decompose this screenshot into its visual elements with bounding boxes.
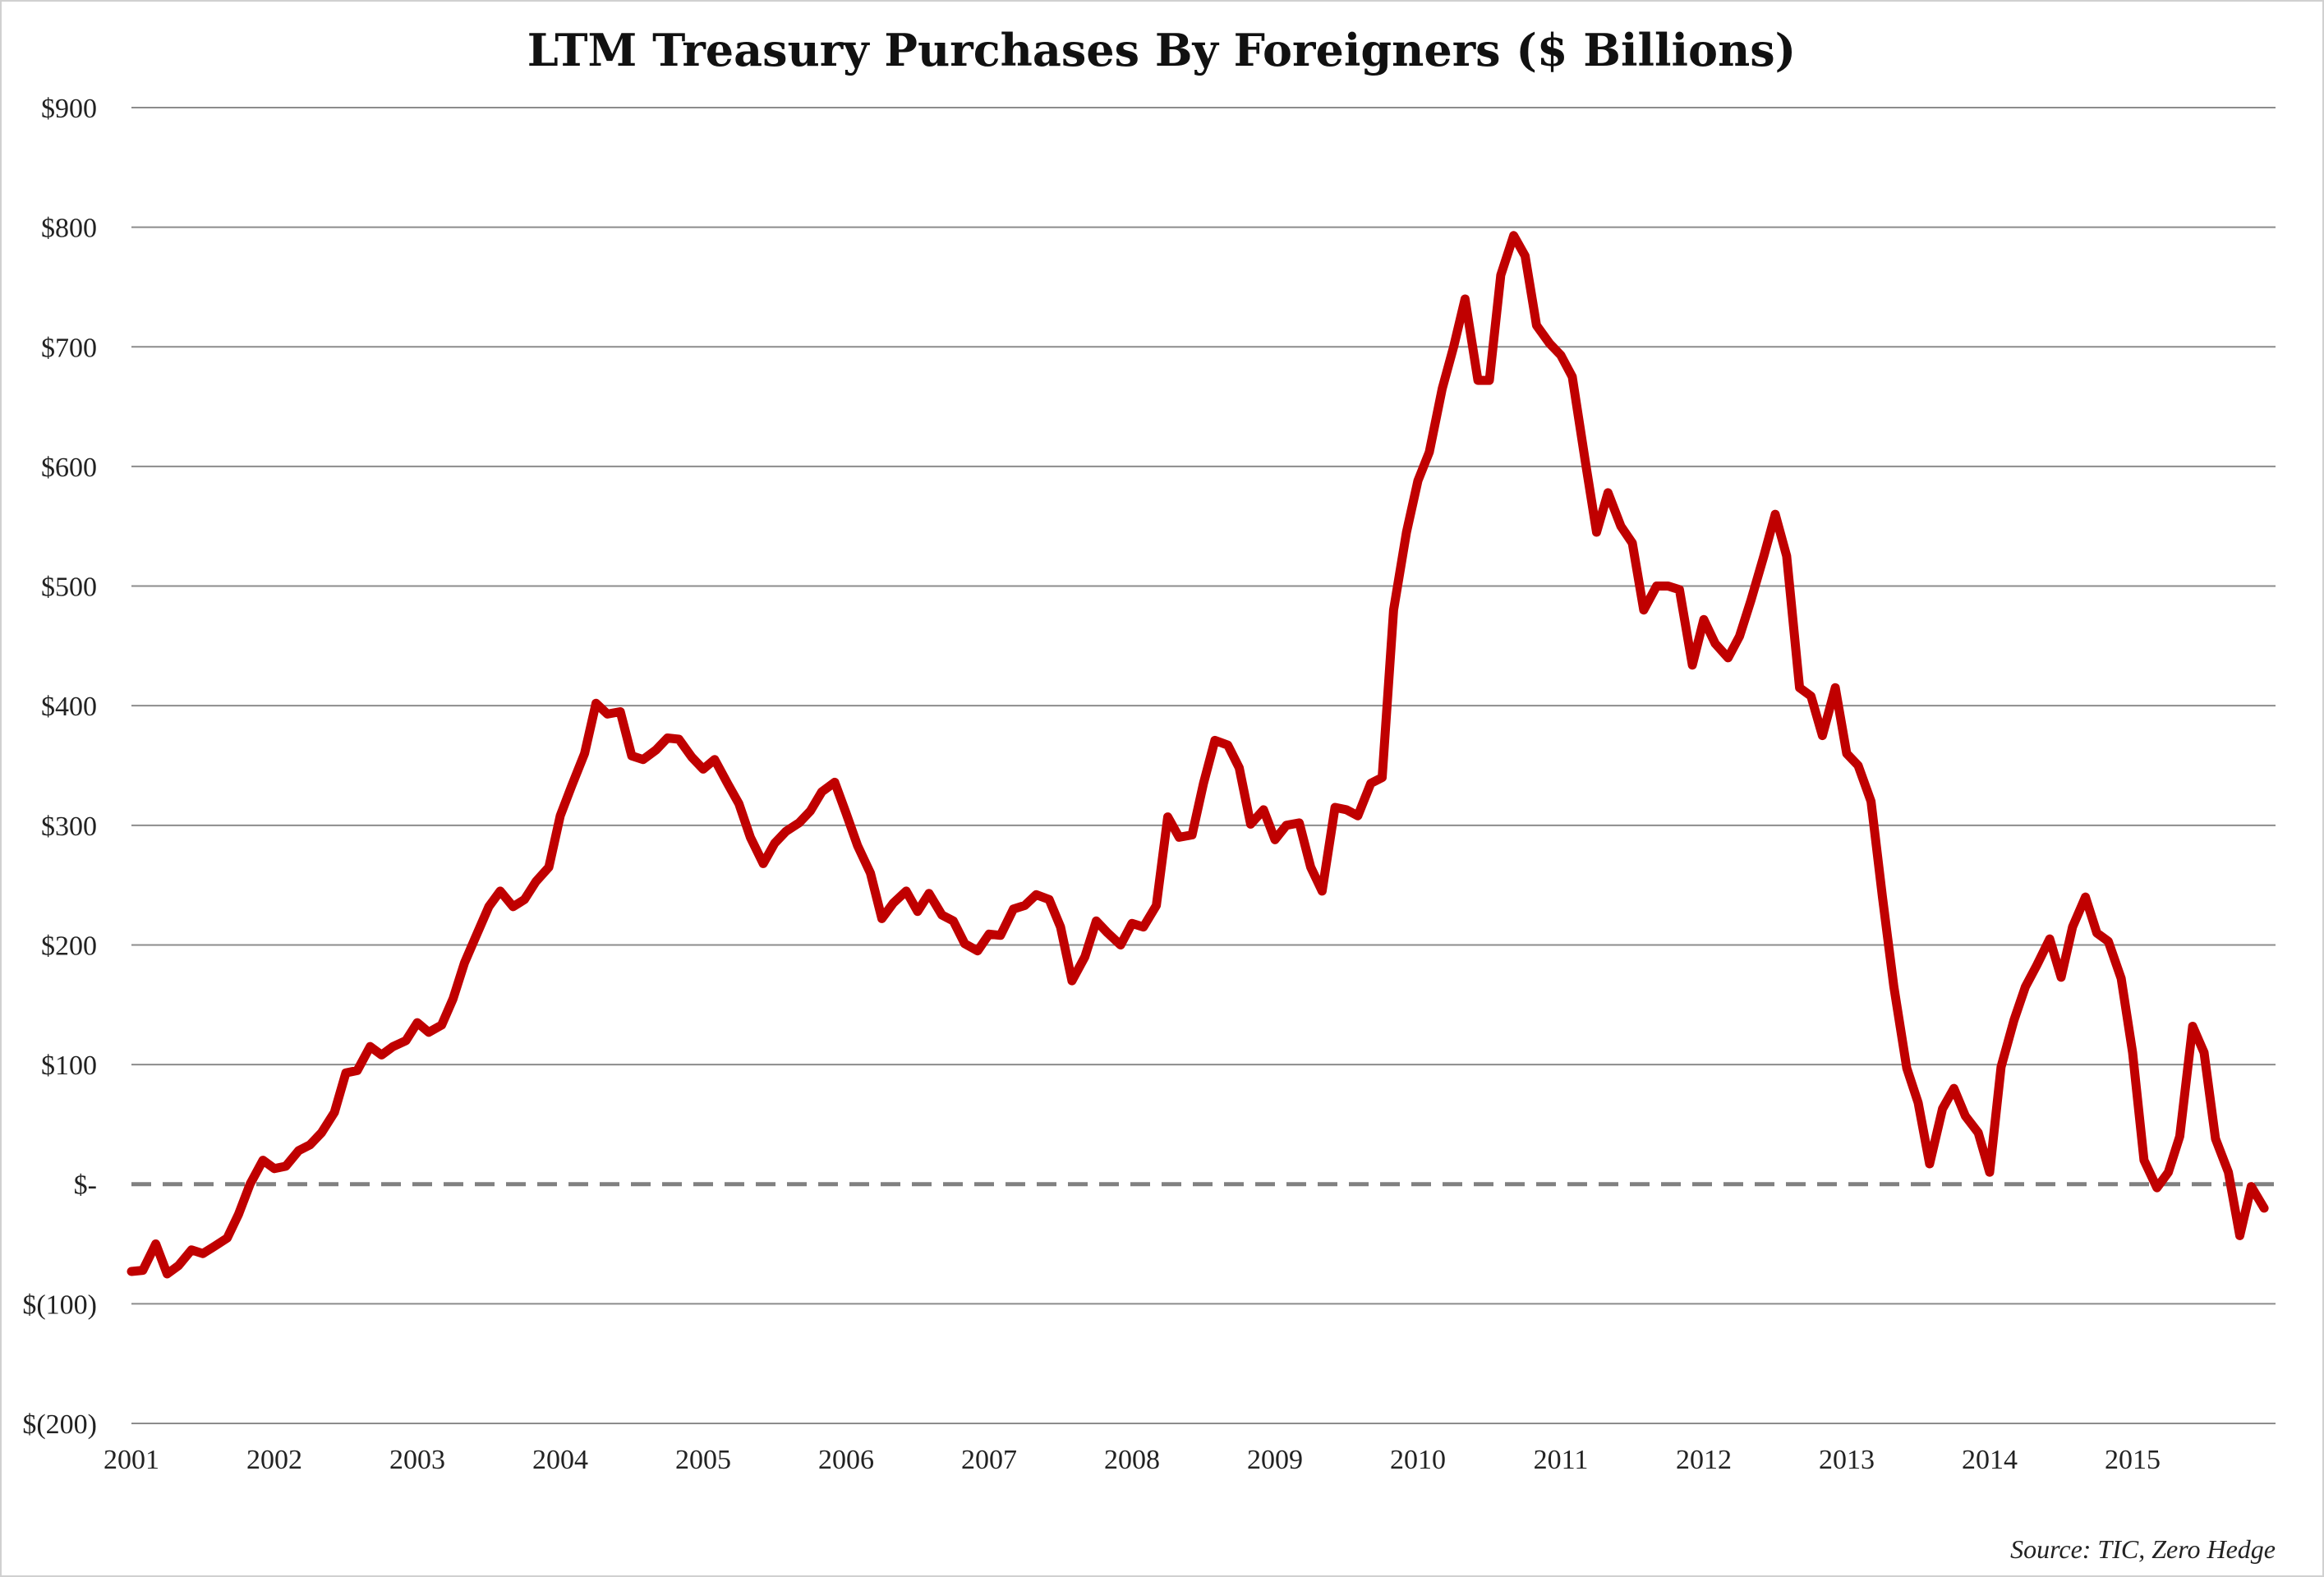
gridlines [131, 107, 2276, 1424]
y-tick-label: $300 [41, 811, 97, 842]
x-tick-label: 2011 [1534, 1445, 1589, 1475]
y-tick-label: $500 [41, 572, 97, 603]
y-tick-label: $(100) [22, 1290, 97, 1320]
y-tick-label: $400 [41, 692, 97, 722]
x-tick-label: 2009 [1247, 1445, 1303, 1475]
x-tick-label: 2015 [2105, 1445, 2161, 1475]
y-axis-tick-labels: $900 $800 $700 $600 $500 $400 $300 $200 $100 $- $(… [22, 94, 97, 1440]
y-tick-label: $100 [41, 1051, 97, 1081]
x-tick-label: 2003 [389, 1445, 445, 1475]
x-tick-label: 2002 [246, 1445, 302, 1475]
series-group [127, 231, 2269, 1279]
x-tick-label: 2001 [104, 1445, 159, 1475]
y-tick-label: $(200) [22, 1409, 97, 1440]
x-tick-label: 2007 [961, 1445, 1017, 1475]
x-tick-label: 2014 [1962, 1445, 2018, 1475]
x-tick-label: 2012 [1676, 1445, 1732, 1475]
x-tick-label: 2013 [1819, 1445, 1875, 1475]
x-tick-label: 2006 [818, 1445, 874, 1475]
series-line [127, 231, 2269, 1279]
x-tick-label: 2004 [532, 1445, 588, 1475]
x-tick-label: 2005 [675, 1445, 731, 1475]
chart-title: LTM Treasury Purchases By Foreigners ($ … [527, 24, 1796, 76]
y-tick-label: $800 [41, 214, 97, 244]
y-tick-label: $700 [41, 333, 97, 363]
x-axis-tick-labels: 2001 2002 2003 2004 2005 2006 2007 2008 2009 2010… [104, 1445, 2161, 1475]
y-tick-label: $900 [41, 94, 97, 124]
source-note: Source: TIC, Zero Hedge [2010, 1534, 2276, 1564]
x-tick-label: 2010 [1390, 1445, 1446, 1475]
y-tick-label: $600 [41, 453, 97, 483]
y-tick-label: $- [74, 1170, 97, 1201]
y-tick-label: $200 [41, 931, 97, 961]
x-tick-label: 2008 [1104, 1445, 1160, 1475]
